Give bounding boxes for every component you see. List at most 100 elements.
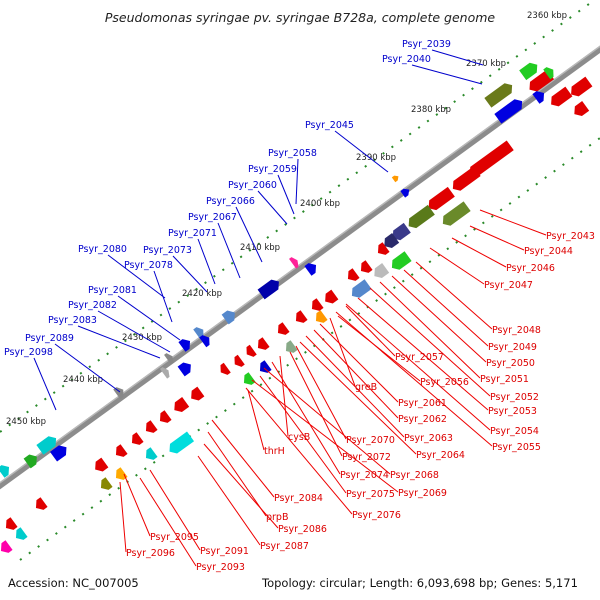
gene-label: Psyr_2091 <box>200 546 249 557</box>
leader-line <box>117 295 181 341</box>
gene-label: Psyr_2061 <box>398 398 447 409</box>
reverse-gene <box>145 420 158 433</box>
gene-shape <box>193 327 204 340</box>
gene-shape <box>519 62 538 81</box>
gene-label: Psyr_2052 <box>490 392 539 403</box>
leader-line <box>403 269 489 347</box>
leader-line <box>479 209 547 236</box>
gene-shape <box>36 436 57 455</box>
reverse-gene <box>145 447 158 460</box>
gene-shape <box>428 186 455 211</box>
gene-shape <box>543 67 554 80</box>
reverse-gene <box>384 233 400 249</box>
gene-label: Psyr_2039 <box>402 39 451 50</box>
gene-shape <box>174 397 190 413</box>
reverse-gene <box>159 410 172 423</box>
gene-label: Psyr_2058 <box>268 148 317 159</box>
gene-shape <box>115 444 128 457</box>
reverse-gene <box>469 140 514 177</box>
reverse-gene <box>243 372 256 385</box>
leader-line <box>391 275 487 363</box>
reverse-gene <box>115 467 128 480</box>
leader-line <box>257 190 288 225</box>
gene-label: Psyr_2068 <box>390 470 439 481</box>
gene-label: Psyr_2051 <box>480 374 529 385</box>
gene-label: Psyr_2064 <box>416 450 465 461</box>
forward-gene <box>532 91 545 104</box>
gene-label: Psyr_2055 <box>492 442 541 453</box>
gene-label: Psyr_2096 <box>126 548 175 559</box>
forward-gene <box>178 339 191 352</box>
reverse-gene <box>115 444 128 457</box>
leader-line <box>295 158 299 205</box>
gene-label: Psyr_2086 <box>278 524 327 535</box>
forward-gene <box>304 263 317 276</box>
gene-shape <box>295 310 308 323</box>
map-title: Pseudomonas syringae pv. syringae B728a,… <box>104 10 496 25</box>
reverse-gene <box>551 86 573 107</box>
gene-label: Psyr_2089 <box>25 333 74 344</box>
reverse-gene <box>311 298 324 311</box>
gene-label: Psyr_2060 <box>228 180 277 191</box>
gene-shape <box>277 322 290 335</box>
gene-shape <box>160 367 170 379</box>
reverse-gene <box>0 540 13 553</box>
reverse-gene <box>191 386 205 401</box>
gene-label: Psyr_2083 <box>48 315 97 326</box>
gene-shape <box>469 140 514 177</box>
gene-label: Psyr_2048 <box>492 325 541 336</box>
leader-line <box>299 341 417 455</box>
leader-line <box>251 379 399 493</box>
tick-label: 2440 kbp <box>63 375 103 385</box>
gene-label: Psyr_2057 <box>395 352 444 363</box>
gene-label: Psyr_2082 <box>68 300 117 311</box>
gene-shape <box>452 166 481 191</box>
leader-line <box>197 455 261 546</box>
gene-label: Psyr_2093 <box>196 562 245 573</box>
gene-shape <box>243 372 256 385</box>
gene-label: Psyr_2046 <box>506 263 555 274</box>
gene-label: Psyr_2084 <box>274 493 323 504</box>
gene-label: Psyr_2069 <box>398 488 447 499</box>
leader-line <box>217 222 241 279</box>
gene-shape <box>351 279 372 298</box>
leader-line <box>271 361 341 475</box>
forward-gene <box>519 62 538 81</box>
gene-shape <box>15 527 28 540</box>
gene-shape <box>177 362 191 377</box>
gene-label: Psyr_2059 <box>248 164 297 175</box>
gene-shape <box>289 257 299 269</box>
gene-label: Psyr_2074 <box>340 470 389 481</box>
leader-line <box>345 303 491 431</box>
gene-label: Psyr_2053 <box>488 406 537 417</box>
gene-shape <box>315 310 328 323</box>
gene-label: Psyr_2047 <box>484 280 533 291</box>
reverse-gene <box>5 517 18 530</box>
leader-line <box>97 310 171 353</box>
reverse-gene <box>15 527 28 540</box>
reverse-gene <box>571 76 593 97</box>
leader-line <box>357 297 489 411</box>
gene-label: Psyr_2040 <box>382 54 431 65</box>
leader-line <box>211 419 275 498</box>
gene-label: Psyr_2070 <box>346 435 395 446</box>
reverse-gene <box>408 204 435 229</box>
gene-label: Psyr_2050 <box>486 358 535 369</box>
gene-label: Psyr_2056 <box>420 377 469 388</box>
leader-line <box>335 311 493 447</box>
gene-shape <box>574 101 590 117</box>
gene-shape <box>115 467 128 480</box>
tick-label: 2370 kbp <box>466 59 506 69</box>
reverse-gene <box>100 477 113 490</box>
leader-line <box>235 206 263 263</box>
accession-text: Accession: NC_007005 <box>8 576 139 590</box>
gene-shape <box>0 465 10 478</box>
gene-label: Psyr_2087 <box>260 541 309 552</box>
gene-shape <box>391 251 412 270</box>
leader-line <box>415 261 493 330</box>
gene-shape <box>360 260 373 273</box>
reverse-gene <box>442 201 471 226</box>
leader-line <box>149 469 201 551</box>
leader-line <box>172 255 208 293</box>
